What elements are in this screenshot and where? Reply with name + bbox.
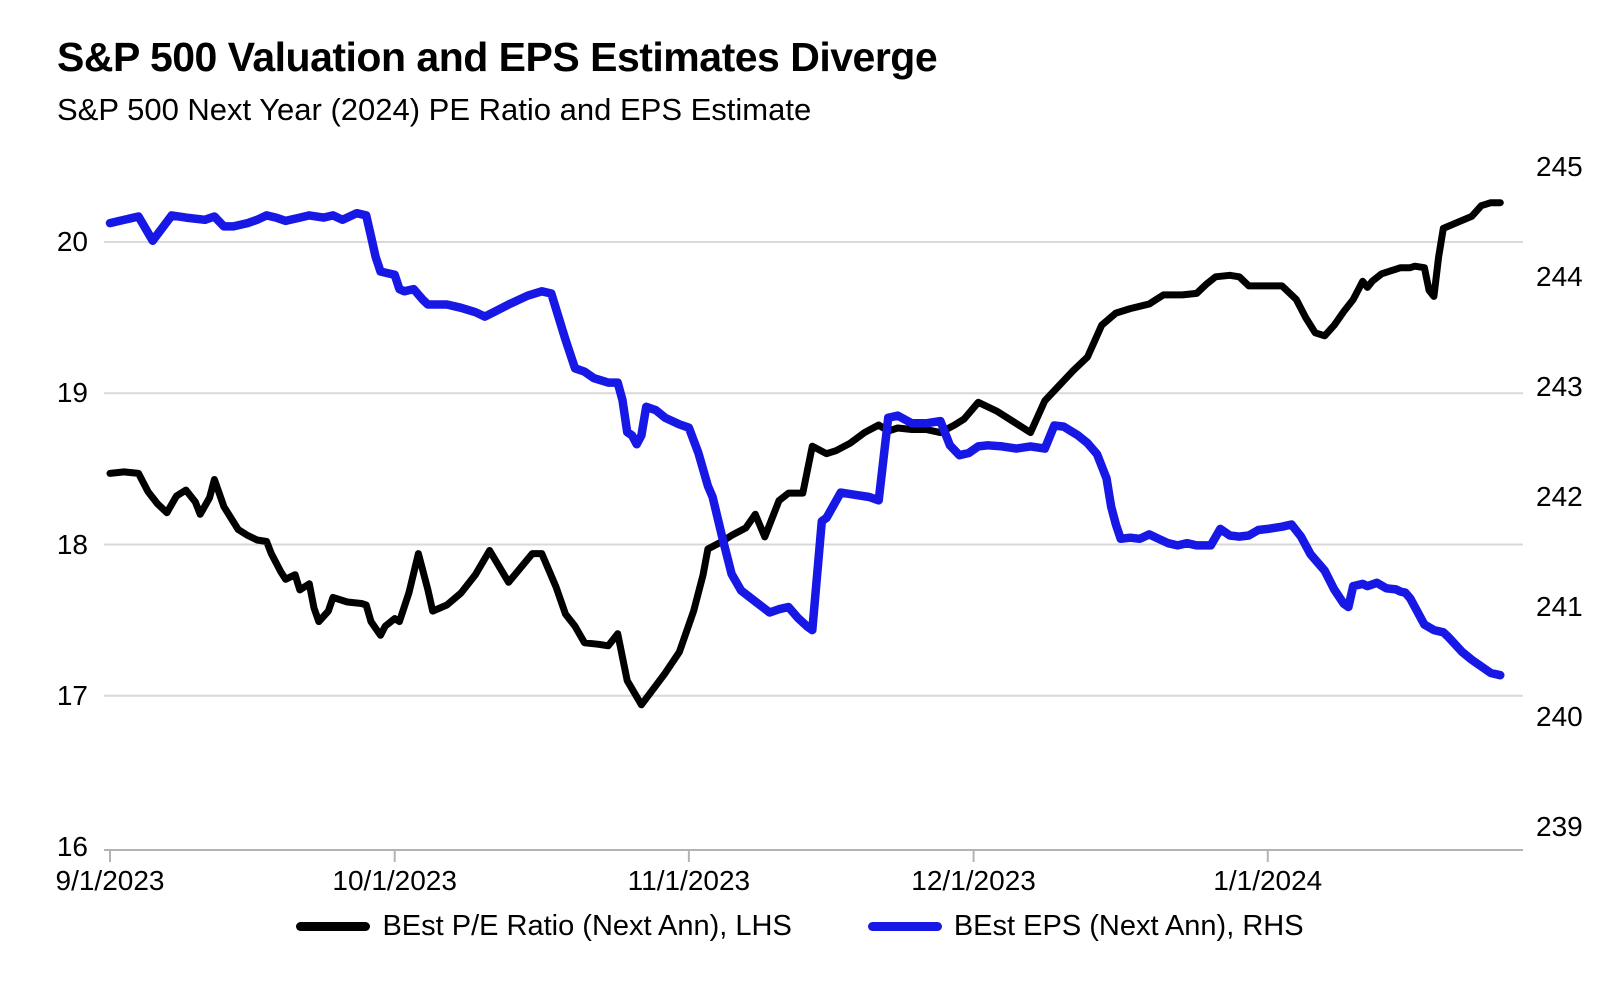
pe-ratio-line-swatch — [296, 922, 371, 931]
y-axis-left-tick-label: 19 — [56, 377, 88, 409]
y-axis-right-tick-label: 239 — [1536, 811, 1583, 842]
legend-item-eps: BEst EPS (Next Ann), RHS — [867, 910, 1304, 943]
pe-ratio-line — [106, 199, 1504, 709]
x-axis-tick-label: 10/1/2023 — [332, 865, 457, 896]
y-axis-right-tick-label: 240 — [1536, 701, 1583, 732]
y-axis-right-tick-label: 244 — [1536, 261, 1583, 292]
y-axis-left-tick-label: 17 — [56, 679, 88, 711]
chart-title: S&P 500 Valuation and EPS Estimates Dive… — [57, 34, 938, 80]
legend-label-eps: BEst EPS (Next Ann), RHS — [953, 910, 1304, 942]
y-axis-right-tick-label: 241 — [1536, 591, 1583, 622]
chart-subtitle: S&P 500 Next Year (2024) PE Ratio and EP… — [57, 92, 812, 127]
x-axis-tick-label: 11/1/2023 — [627, 865, 751, 896]
x-axis-tick-label: 1/1/2024 — [1213, 865, 1323, 896]
eps-line-swatch — [867, 922, 942, 931]
y-axis-left-tick-label: 20 — [56, 226, 88, 257]
y-axis-right-tick-label: 242 — [1536, 481, 1583, 512]
legend: BEst P/E Ratio (Next Ann), LHS BEst EPS … — [0, 910, 1600, 943]
legend-item-pe-ratio: BEst P/E Ratio (Next Ann), LHS — [296, 910, 792, 943]
y-axis-right-tick-label: 245 — [1536, 151, 1583, 182]
eps-line — [105, 208, 1505, 680]
y-axis-right-tick-label: 243 — [1536, 371, 1583, 402]
x-axis-tick-label: 9/1/2023 — [55, 865, 165, 896]
y-axis-left-tick-label: 18 — [56, 528, 88, 560]
y-axis-left-tick-label: 16 — [56, 831, 88, 862]
legend-label-pe-ratio: BEst P/E Ratio (Next Ann), LHS — [382, 910, 792, 942]
x-axis-tick-label: 12/1/2023 — [911, 865, 1036, 896]
